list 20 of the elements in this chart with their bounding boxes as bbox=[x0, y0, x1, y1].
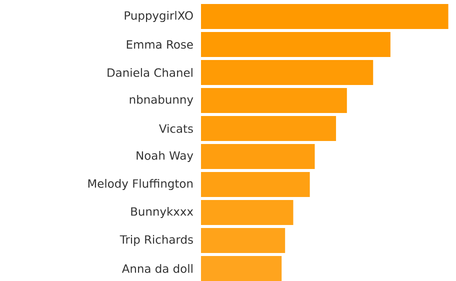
bar bbox=[201, 144, 315, 169]
y-tick-label: Anna da doll bbox=[122, 264, 192, 273]
bar bbox=[201, 200, 294, 226]
y-tick-label: Trip Richards bbox=[120, 234, 193, 246]
bar bbox=[201, 4, 448, 29]
bar bbox=[201, 88, 347, 113]
bar bbox=[201, 256, 282, 281]
y-tick-label: Noah Way bbox=[136, 150, 194, 162]
y-tick-label: Bunnykxxx bbox=[131, 206, 194, 218]
bar bbox=[201, 116, 336, 141]
y-tick-label: Emma Rose bbox=[126, 40, 193, 49]
bar bbox=[201, 60, 374, 85]
y-tick-label: Melody Fluffington bbox=[88, 178, 193, 190]
y-tick-label: Daniela Chanel bbox=[108, 68, 192, 77]
y-tick-label: PuppygirlXO bbox=[124, 10, 193, 22]
bar bbox=[201, 172, 310, 197]
bar bbox=[201, 228, 286, 254]
y-tick-label: nbnabunny bbox=[130, 94, 194, 106]
bar bbox=[201, 32, 390, 57]
y-tick-label: Vicats bbox=[159, 124, 193, 133]
